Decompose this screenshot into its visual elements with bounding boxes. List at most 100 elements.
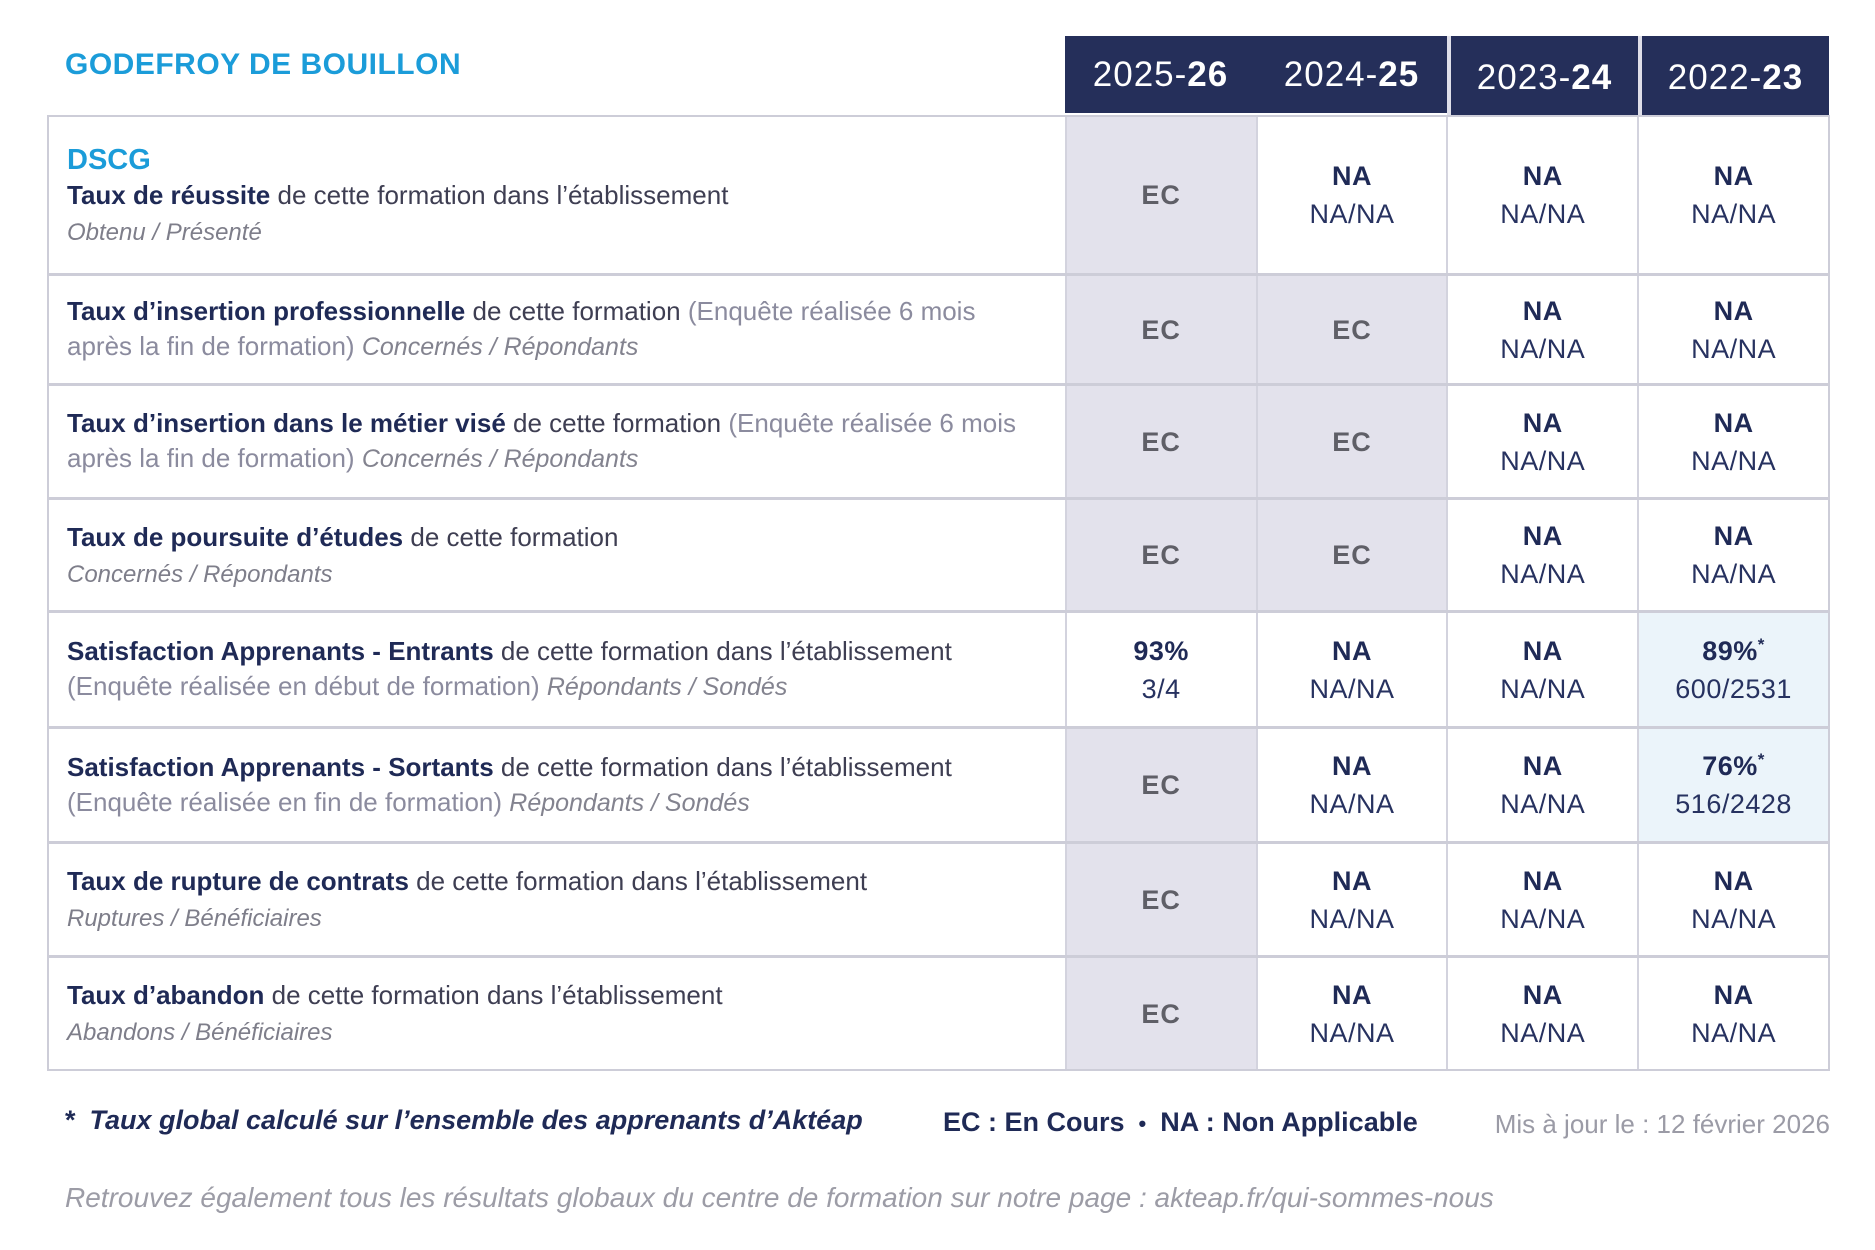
cell-value: NA xyxy=(1522,979,1563,1010)
cell-reussite-2025-26: EC xyxy=(1064,117,1256,273)
row-label-taux-de-reussite: DSCG Taux de réussite de cette formation… xyxy=(49,117,1065,273)
row-label-abandon: Taux d’abandon de cette formation dans l… xyxy=(49,958,1065,1069)
cell-insertion-pro-2022-23: NA NA/NA xyxy=(1637,276,1828,383)
year-label: 2025- xyxy=(1092,54,1188,94)
table-row: DSCG Taux de réussite de cette formation… xyxy=(49,117,1828,273)
cell-satisfaction-sortants-2023-24: NA NA/NA xyxy=(1446,729,1638,841)
cell-value: EC xyxy=(1141,540,1181,570)
cell-rupture-2025-26: EC xyxy=(1064,844,1256,955)
cell-ratio: NA/NA xyxy=(1309,789,1395,819)
cell-satisfaction-entrants-2023-24: NA NA/NA xyxy=(1446,613,1638,726)
cell-value: NA xyxy=(1331,751,1372,781)
year-header-2022-23: 2022- 23 xyxy=(1638,36,1829,120)
row-ratio-label: Abandons / Bénéficiaires xyxy=(67,1019,333,1046)
cell-insertion-pro-2025-26: EC xyxy=(1064,276,1256,383)
year-label: 2023- xyxy=(1476,58,1572,97)
table-row: Taux d’insertion professionnelle de cett… xyxy=(49,273,1828,383)
cell-reussite-2023-24: NA NA/NA xyxy=(1446,117,1638,273)
cell-ratio: 3/4 xyxy=(1141,673,1181,704)
cell-value: 89%* xyxy=(1702,634,1765,666)
abbreviation-legend: EC : En Cours • NA : Non Applicable xyxy=(943,1107,1418,1138)
cell-value: EC xyxy=(1141,180,1181,210)
cell-ratio: NA/NA xyxy=(1500,199,1586,229)
cell-value: NA xyxy=(1713,979,1754,1010)
cell-value: NA xyxy=(1522,751,1563,781)
cell-ratio: NA/NA xyxy=(1500,1017,1586,1048)
row-title-line: Satisfaction Apprenants - Sortants de ce… xyxy=(67,751,952,817)
cell-reussite-2024-25: NA NA/NA xyxy=(1255,117,1447,273)
cell-reussite-2022-23: NA NA/NA xyxy=(1637,117,1828,273)
row-label-rupture-contrats: Taux de rupture de contrats de cette for… xyxy=(49,844,1065,955)
global-rate-footnote: * Taux global calculé sur l’ensemble des … xyxy=(65,1105,863,1135)
cell-insertion-pro-2023-24: NA NA/NA xyxy=(1446,276,1638,383)
table-row: Satisfaction Apprenants - Entrants de ce… xyxy=(49,610,1828,726)
asterisk: * xyxy=(65,1105,76,1135)
cell-ratio: NA/NA xyxy=(1691,559,1777,589)
cell-ratio: NA/NA xyxy=(1500,789,1586,819)
legend-ec: EC : En Cours xyxy=(943,1107,1125,1137)
cell-value: EC xyxy=(1141,770,1181,800)
table-row: Taux de poursuite d’études de cette form… xyxy=(49,497,1828,610)
cell-abandon-2024-25: NA NA/NA xyxy=(1255,958,1447,1069)
global-results-note: Retrouvez également tous les résultats g… xyxy=(65,1182,1494,1213)
cell-ratio: NA/NA xyxy=(1691,333,1777,364)
row-title-line: Taux de poursuite d’études de cette form… xyxy=(67,521,619,552)
table-row: Satisfaction Apprenants - Sortants de ce… xyxy=(49,726,1828,841)
legend-na: NA : Non Applicable xyxy=(1160,1107,1418,1137)
cell-poursuite-2022-23: NA NA/NA xyxy=(1637,500,1828,610)
cell-rupture-2022-23: NA NA/NA xyxy=(1637,844,1828,955)
cell-value: NA xyxy=(1713,521,1754,551)
year-header-2025-26: 2025- 26 xyxy=(1065,36,1256,113)
cell-satisfaction-sortants-2022-23: 76%* 516/2428 xyxy=(1637,729,1828,841)
cell-value: NA xyxy=(1522,865,1563,896)
indicators-table: DSCG Taux de réussite de cette formation… xyxy=(47,115,1830,1071)
cell-ratio: 600/2531 xyxy=(1675,673,1792,704)
cell-ratio: NA/NA xyxy=(1500,673,1586,704)
cell-abandon-2023-24: NA NA/NA xyxy=(1446,958,1638,1069)
row-label-satisfaction-entrants: Satisfaction Apprenants - Entrants de ce… xyxy=(49,613,1065,726)
row-label-poursuite-etudes: Taux de poursuite d’études de cette form… xyxy=(49,500,1065,610)
row-title-line: Taux d’insertion dans le métier visé de … xyxy=(67,408,1016,473)
cell-value: EC xyxy=(1332,314,1372,345)
cell-satisfaction-entrants-2022-23: 89%* 600/2531 xyxy=(1637,613,1828,726)
year-header-2024-25: 2024- 25 xyxy=(1256,36,1447,113)
cell-value: NA xyxy=(1331,635,1372,666)
cell-abandon-2022-23: NA NA/NA xyxy=(1637,958,1828,1069)
cell-satisfaction-entrants-2025-26: 93% 3/4 xyxy=(1064,613,1256,726)
row-title-line: Taux d’insertion professionnelle de cett… xyxy=(67,296,976,361)
cell-ratio: NA/NA xyxy=(1691,1017,1777,1048)
cell-value: NA xyxy=(1331,979,1372,1010)
cell-value: NA xyxy=(1331,161,1372,191)
row-ratio-label: Ruptures / Bénéficiaires xyxy=(67,905,322,932)
table-row: Taux de rupture de contrats de cette for… xyxy=(49,841,1828,955)
row-label-satisfaction-sortants: Satisfaction Apprenants - Sortants de ce… xyxy=(49,729,1065,841)
cell-ratio: NA/NA xyxy=(1691,445,1777,476)
cell-abandon-2025-26: EC xyxy=(1064,958,1256,1069)
cell-value: EC xyxy=(1141,884,1181,915)
year-header-2023-24: 2023- 24 xyxy=(1447,36,1638,120)
cell-value: NA xyxy=(1713,161,1754,191)
cell-satisfaction-entrants-2024-25: NA NA/NA xyxy=(1255,613,1447,726)
table-row: Taux d’abandon de cette formation dans l… xyxy=(49,955,1828,1069)
cell-value: NA xyxy=(1522,521,1563,551)
cell-satisfaction-sortants-2025-26: EC xyxy=(1064,729,1256,841)
cell-ratio: NA/NA xyxy=(1691,903,1777,934)
row-title-line: Taux de rupture de contrats de cette for… xyxy=(67,866,868,896)
table-row: Taux d’insertion dans le métier visé de … xyxy=(49,383,1828,497)
cell-ratio: 516/2428 xyxy=(1675,789,1792,819)
cell-rupture-2023-24: NA NA/NA xyxy=(1446,844,1638,955)
bullet-separator: • xyxy=(1138,1111,1147,1136)
cell-value: EC xyxy=(1332,540,1372,570)
cell-ratio: NA/NA xyxy=(1691,199,1777,229)
cell-value: EC xyxy=(1141,998,1181,1029)
cell-insertion-pro-2024-25: EC xyxy=(1255,276,1447,383)
cell-insertion-metier-2024-25: EC xyxy=(1255,386,1447,497)
global-rate-asterisk: * xyxy=(1757,634,1765,654)
establishment-name: GODEFROY DE BOUILLON xyxy=(65,48,462,81)
year-label: 2024- xyxy=(1283,54,1379,94)
cell-ratio: NA/NA xyxy=(1500,445,1586,476)
cell-ratio: NA/NA xyxy=(1309,903,1395,934)
cell-ratio: NA/NA xyxy=(1309,199,1395,229)
program-name: DSCG xyxy=(67,143,151,176)
